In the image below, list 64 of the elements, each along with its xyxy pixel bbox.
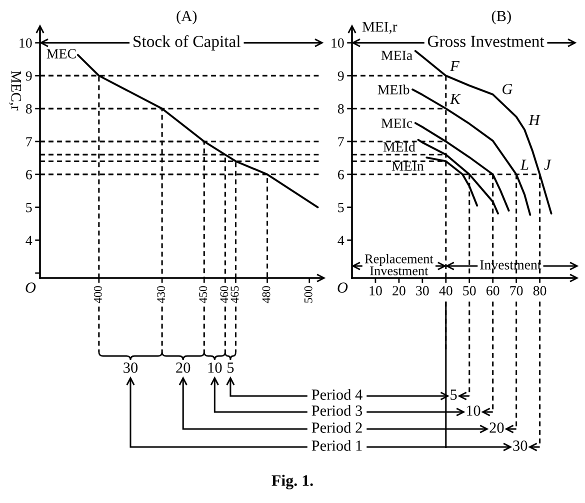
text: 5 — [450, 390, 457, 400]
text: 30 — [124, 362, 138, 373]
series-label: MEIn — [392, 162, 424, 171]
y-tick-label: 4 — [26, 236, 32, 245]
x-tick-label: 50 — [463, 286, 476, 296]
x-tick-label: 80 — [533, 286, 546, 296]
text: 5 — [228, 362, 234, 373]
annotation: L — [520, 160, 528, 170]
annotation: K — [450, 94, 461, 104]
text: Period 1 — [312, 440, 362, 451]
x-tick-label: 480 — [262, 286, 270, 304]
x-tick-label: 500 — [304, 286, 312, 303]
chart-title: (B) — [492, 10, 511, 24]
series-label: MEIc — [381, 118, 412, 128]
y-tick-label: 8 — [26, 104, 32, 114]
annotation: Stock of Capital — [134, 35, 240, 50]
annotation: F — [450, 61, 460, 72]
x-tick-label: 460 — [220, 286, 228, 304]
caption: Fig. 1. — [272, 474, 313, 490]
x-tick-label: 465 — [230, 286, 239, 304]
series-label: MEIa — [381, 50, 412, 60]
y-tick-label: 9 — [338, 71, 344, 81]
series-label: MEIb — [378, 84, 410, 94]
y-axis-title: MEC,r — [9, 70, 22, 110]
x-tick-label: 60 — [486, 286, 500, 296]
y-axis-title: MEI,r — [362, 22, 398, 34]
annotation: Replacement Investment — [364, 254, 434, 276]
y-tick-label: 7 — [26, 137, 32, 146]
text: 20 — [490, 422, 504, 433]
y-tick-label: 10 — [332, 38, 344, 48]
annotation: G — [502, 84, 512, 94]
text: 10 — [208, 362, 222, 373]
annotation: J — [544, 160, 552, 170]
chart-title: (A) — [176, 10, 197, 24]
legend-label: MEId — [383, 142, 416, 152]
y-tick-label: 7 — [338, 137, 344, 146]
y-tick-label: 5 — [26, 203, 32, 212]
x-tick-label: 430 — [157, 286, 166, 304]
text: 10 — [466, 406, 480, 416]
y-tick-label: 5 — [338, 203, 344, 212]
text: Period 3 — [312, 405, 362, 416]
text: O — [26, 282, 36, 293]
legend-label: MEC — [46, 49, 76, 58]
text: Period 4 — [312, 389, 362, 400]
x-tick-label: 450 — [199, 286, 208, 304]
text: 20 — [176, 362, 190, 373]
y-tick-label: 9 — [26, 71, 32, 81]
x-tick-label: 70 — [510, 286, 523, 296]
x-tick-label: 400 — [94, 286, 102, 304]
text: Period 2 — [312, 422, 362, 433]
annotation: Investment — [480, 260, 542, 270]
x-tick-label: 30 — [416, 286, 429, 296]
annotation: H — [528, 115, 540, 125]
x-tick-label: 20 — [392, 286, 406, 296]
x-tick-label: 40 — [439, 286, 452, 296]
y-tick-label: 6 — [338, 170, 344, 180]
y-tick-label: 8 — [338, 104, 344, 114]
y-tick-label: 4 — [338, 236, 344, 245]
x-tick-label: 10 — [370, 286, 382, 296]
text: 30 — [513, 440, 528, 451]
y-tick-label: 10 — [20, 38, 32, 48]
annotation: Gross Investment — [428, 36, 544, 47]
y-tick-label: 6 — [26, 170, 32, 180]
text: O — [338, 282, 348, 293]
